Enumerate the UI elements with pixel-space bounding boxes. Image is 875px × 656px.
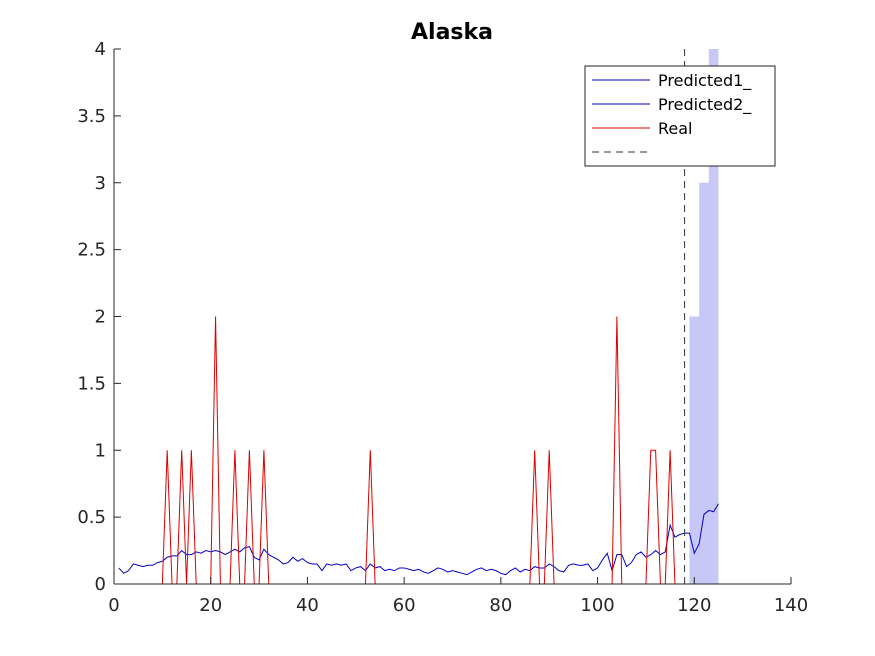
x-tick-label: 20 [199, 595, 222, 616]
y-tick-label: 0 [95, 574, 106, 595]
y-tick-label: 2 [95, 307, 106, 328]
x-tick-label: 80 [489, 595, 512, 616]
y-tick-label: 3 [95, 173, 106, 194]
x-tick-label: 40 [296, 595, 319, 616]
x-tick-label: 100 [580, 595, 614, 616]
axes: 0 20 40 60 80 100 120 140 0 0.5 1 1.5 2 2.5 3 3.5 4 [77, 39, 808, 616]
x-tick-label: 120 [677, 595, 711, 616]
legend-label-predicted1: Predicted1_ [658, 71, 752, 91]
confidence-band [689, 49, 719, 584]
plot-area [118, 49, 719, 584]
x-tick-label: 140 [774, 595, 808, 616]
series-line-real [118, 316, 685, 584]
y-tick-label: 2.5 [77, 240, 106, 261]
chart-title: Alaska [411, 20, 493, 45]
series-line-predicted1 [118, 523, 685, 576]
legend-label-real: Real [658, 119, 693, 138]
series-line-predicted2 [684, 503, 719, 555]
legend-box [584, 65, 776, 167]
y-tick-label: 1 [95, 440, 106, 461]
y-tick-label: 1.5 [77, 373, 106, 394]
y-tick-label: 0.5 [77, 507, 106, 528]
y-tick-label: 4 [95, 39, 106, 60]
plot-content [118, 49, 719, 584]
x-tick-label: 0 [108, 595, 119, 616]
legend: Predicted1_ Predicted2_ Real [584, 65, 776, 167]
x-tick-label: 60 [393, 595, 416, 616]
legend-label-predicted2: Predicted2_ [658, 95, 752, 115]
y-tick-label: 3.5 [77, 106, 106, 127]
